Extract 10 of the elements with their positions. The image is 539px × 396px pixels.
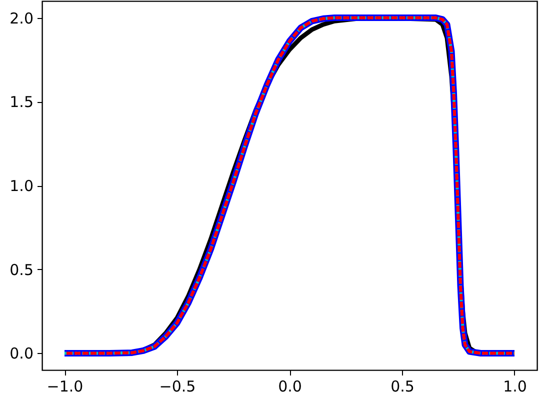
y-tick-label: 1.0 [10, 177, 34, 195]
x-tick-label: 1.0 [503, 378, 527, 396]
x-tick-label: −1.0 [46, 378, 84, 396]
y-tick-label: 0.0 [10, 344, 34, 363]
y-tick-label: 0.5 [10, 260, 34, 279]
x-tick-label: 0.0 [278, 378, 302, 396]
x-tick-label: 0.5 [390, 378, 414, 396]
x-tick-label: −0.5 [159, 378, 196, 396]
y-tick-label: 1.5 [10, 93, 34, 112]
y-tick-label: 2.0 [10, 9, 34, 28]
